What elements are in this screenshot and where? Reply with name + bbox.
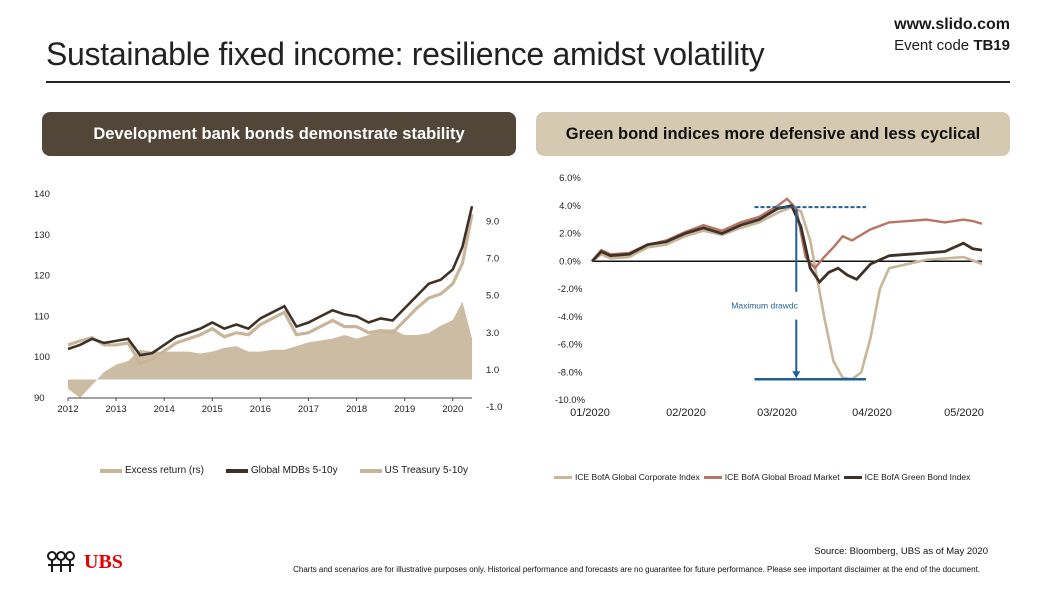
y-right-tick-label: 1.0 [486, 365, 499, 376]
legend-right: ICE BofA Global Corporate Index ICE BofA … [554, 472, 974, 482]
chart-green-bond: 6.0% 4.0% 2.0% 0.0% -2.0% -4.0% -6.0% -8.0% -10.… [555, 173, 984, 419]
y-tick-label: 0.0% [559, 256, 581, 267]
x-tick-label: 2017 [298, 404, 319, 415]
x-tick-label: 2019 [394, 404, 415, 415]
legend-label: ICE BofA Global Corporate Index [575, 472, 700, 482]
legend-item: US Treasury 5-10y [359, 465, 468, 476]
y-left-tick-label: 90 [34, 393, 45, 404]
legend-swatch [100, 468, 122, 473]
drawdown-arrow-head [792, 371, 801, 379]
y-tick-label: -2.0% [558, 284, 583, 295]
title-divider [46, 81, 1010, 83]
y-left-tick-label: 140 [34, 189, 50, 200]
legend-item: ICE BofA Global Corporate Index [554, 472, 700, 482]
x-tick-label: 2020 [442, 404, 463, 415]
keys-icon [47, 551, 75, 572]
banner-right: Green bond indices more defensive and le… [536, 112, 1010, 156]
x-tick-label: 05/2020 [944, 407, 984, 419]
legend-item: ICE BofA Global Broad Market [703, 472, 840, 482]
source-note: Source: Bloomberg, UBS as of May 2020 [814, 546, 988, 557]
legend-label: Excess return (rs) [125, 465, 204, 476]
x-tick-label: 03/2020 [757, 407, 797, 419]
chart-mdb: 140 130 120 110 100 90 9.0 7.0 5.0 3.0 1.0 -1.0 2012… [34, 189, 502, 415]
legend-label: Global MDBs 5-10y [250, 465, 338, 476]
x-tick-label: 2018 [346, 404, 367, 415]
y-left-tick-label: 120 [34, 271, 50, 282]
y-tick-label: 2.0% [559, 229, 581, 240]
event-code-label: Event code [894, 37, 970, 54]
page-title: Sustainable fixed income: resilience ami… [46, 36, 765, 72]
legend-swatch [554, 475, 572, 479]
legend-swatch [359, 468, 382, 473]
y-tick-label: -10.0% [555, 395, 586, 406]
legend-label: ICE BofA Global Broad Market [724, 472, 840, 482]
y-tick-label: -6.0% [558, 340, 583, 351]
y-right-tick-label: 7.0 [486, 254, 499, 265]
legend-swatch [843, 475, 862, 479]
drawdown-annotation: Maximum drawdc [731, 300, 798, 310]
green-bond-line [590, 204, 983, 285]
y-right-tick-label: 9.0 [486, 217, 499, 228]
y-tick-label: -4.0% [558, 312, 583, 323]
event-code: TB19 [973, 37, 1010, 54]
legend-label: ICE BofA Green Bond Index [864, 472, 971, 482]
slido-url[interactable]: www.slido.com [894, 16, 1010, 33]
y-tick-label: 4.0% [559, 201, 581, 212]
y-left-tick-label: 130 [34, 230, 50, 241]
global-corporate-line [591, 205, 983, 381]
y-tick-label: -8.0% [558, 367, 583, 378]
x-tick-label: 2012 [57, 404, 78, 415]
legend-swatch [225, 468, 248, 473]
x-tick-label: 2015 [202, 404, 223, 415]
legend-item: ICE BofA Green Bond Index [843, 472, 971, 482]
legend-label: US Treasury 5-10y [384, 465, 468, 476]
y-right-tick-label: -1.0 [486, 402, 502, 413]
legend-item: Excess return (rs) [100, 465, 204, 476]
y-right-tick-label: 3.0 [486, 328, 499, 339]
logo-text: UBS [84, 550, 123, 573]
disclaimer: Charts and scenarios are for illustrativ… [293, 565, 980, 574]
x-tick-label: 2013 [106, 404, 127, 415]
x-tick-label: 01/2020 [570, 407, 610, 419]
x-tick-label: 2016 [250, 404, 271, 415]
legend-swatch [703, 475, 722, 479]
legend-left: Excess return (rs) Global MDBs 5-10y US Tr… [100, 465, 468, 476]
x-tick-label: 2014 [154, 404, 175, 415]
y-left-tick-label: 100 [34, 352, 50, 363]
y-tick-label: 6.0% [559, 173, 581, 184]
y-left-tick-label: 110 [34, 311, 49, 322]
x-tick-label: 04/2020 [852, 407, 892, 419]
global-mdbs-line [67, 205, 474, 357]
banner-left: Development bank bonds demonstrate stabi… [42, 112, 516, 156]
legend-item: Global MDBs 5-10y [225, 465, 338, 476]
x-tick-label: 02/2020 [666, 407, 706, 419]
us-treasury-line [67, 214, 474, 366]
excess-return-area [68, 301, 472, 398]
ubs-logo: UBS [44, 550, 123, 574]
slido-info: www.slido.com Event code TB19 [894, 14, 1010, 56]
event-code-line: Event code TB19 [894, 35, 1010, 56]
y-right-tick-label: 5.0 [486, 291, 499, 302]
